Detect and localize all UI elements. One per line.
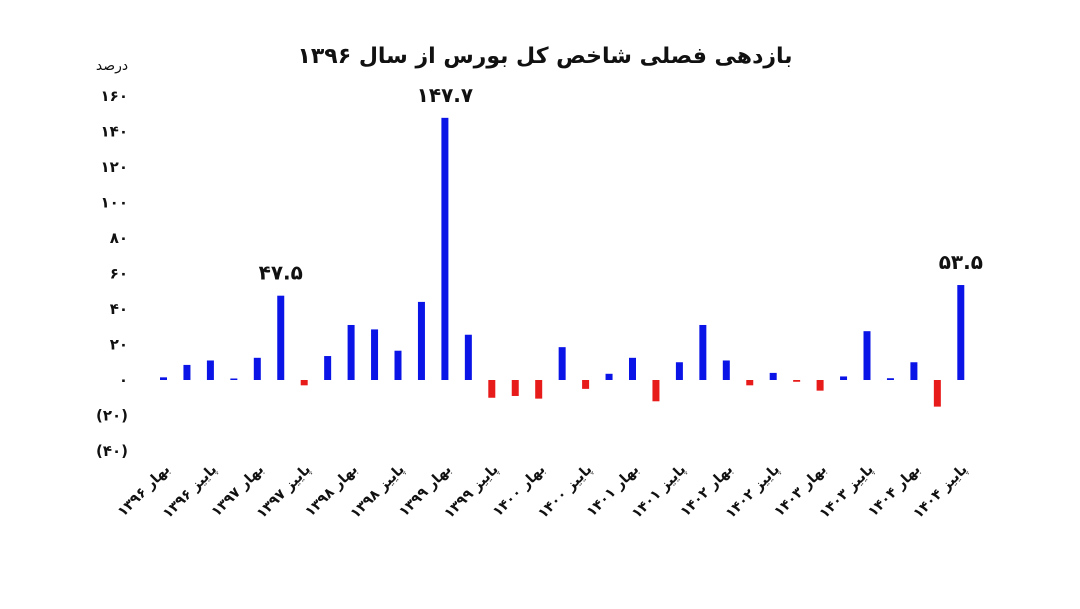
y-tick-label: ۲۰ bbox=[110, 336, 128, 354]
bar bbox=[605, 373, 613, 380]
bar bbox=[863, 331, 871, 380]
bar bbox=[957, 285, 965, 380]
bar bbox=[629, 357, 636, 380]
bar bbox=[558, 347, 566, 380]
bar bbox=[699, 324, 707, 380]
y-tick-label: ۴۰ bbox=[110, 300, 128, 318]
bar bbox=[183, 364, 191, 380]
bar bbox=[347, 324, 355, 380]
y-tick-label: ۱۲۰ bbox=[101, 158, 128, 176]
bar bbox=[511, 380, 519, 396]
bar bbox=[840, 376, 848, 380]
bar bbox=[535, 380, 543, 399]
bar bbox=[722, 360, 730, 380]
bar bbox=[816, 380, 824, 391]
y-tick-label: ۰ bbox=[119, 371, 128, 389]
data-label: ۴۷.۵ bbox=[259, 261, 303, 285]
bar bbox=[488, 380, 496, 398]
bar bbox=[230, 378, 238, 380]
bar bbox=[160, 377, 167, 380]
bar bbox=[277, 295, 285, 380]
bar bbox=[417, 301, 425, 380]
bar bbox=[300, 380, 308, 386]
bar bbox=[324, 356, 332, 380]
y-tick-label: ۱۰۰ bbox=[101, 194, 128, 212]
bar bbox=[769, 372, 777, 380]
bar bbox=[582, 380, 590, 389]
bar bbox=[793, 380, 801, 382]
y-tick-label: ۱۶۰ bbox=[101, 87, 128, 105]
chart-title: بازدهی فصلی شاخص کل بورس از سال ۱۳۹۶ bbox=[297, 44, 792, 69]
y-tick-label: ۸۰ bbox=[110, 229, 128, 247]
y-tick-label: ۱۴۰ bbox=[101, 123, 128, 141]
bar bbox=[394, 350, 402, 380]
y-tick-label: (۴۰) bbox=[96, 442, 128, 460]
bar bbox=[933, 380, 941, 407]
bar bbox=[371, 329, 379, 380]
y-axis-label: درصد bbox=[96, 58, 128, 74]
bar bbox=[746, 380, 754, 386]
bar bbox=[675, 362, 683, 380]
bar bbox=[886, 378, 894, 380]
bar bbox=[206, 360, 214, 380]
y-tick-label: ۶۰ bbox=[110, 265, 128, 283]
data-label: ۱۴۷.۷ bbox=[417, 83, 473, 107]
bars bbox=[160, 117, 965, 407]
bar bbox=[441, 117, 449, 381]
data-labels: ۴۷.۵ ۱۴۷.۷ ۵۳.۵ bbox=[259, 83, 983, 285]
bar bbox=[910, 362, 918, 380]
bar bbox=[253, 357, 261, 380]
bar bbox=[652, 380, 660, 402]
y-ticks: ۱۶۰ ۱۴۰ ۱۲۰ ۱۰۰ ۸۰ ۶۰ ۴۰ ۲۰ ۰ (۲۰) (۴۰) bbox=[96, 87, 128, 460]
bar bbox=[464, 334, 472, 380]
data-label: ۵۳.۵ bbox=[939, 250, 983, 274]
y-tick-label: (۲۰) bbox=[96, 407, 128, 425]
